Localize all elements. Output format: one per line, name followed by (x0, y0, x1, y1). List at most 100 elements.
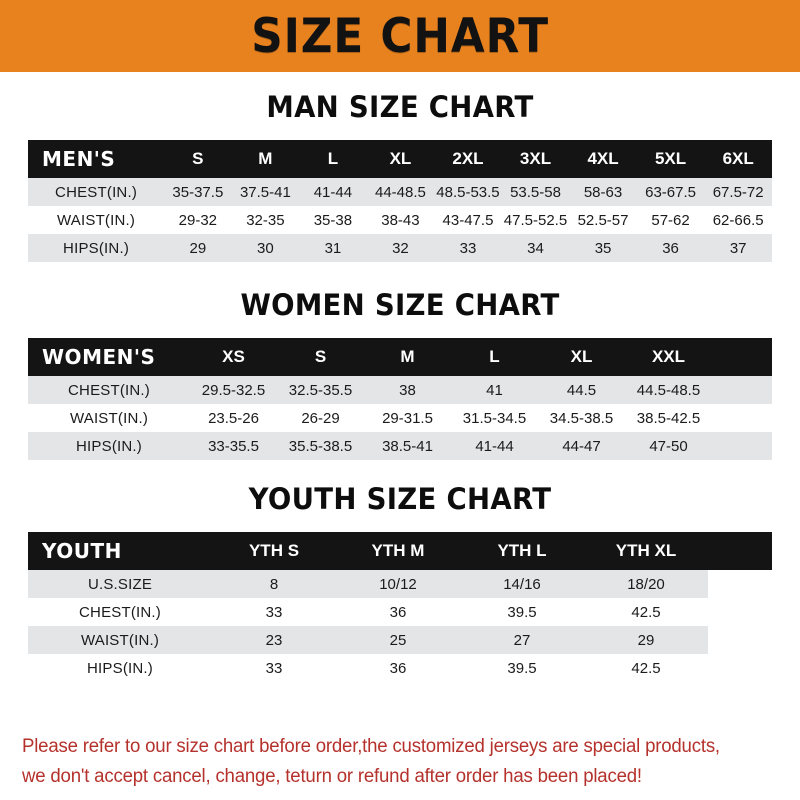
youth-waist-l: 27 (460, 626, 584, 654)
table-row: CHEST(IN.) 29.5-32.5 32.5-35.5 38 41 44.… (28, 376, 772, 404)
women-waist-m: 29-31.5 (364, 404, 451, 432)
men-chest-s: 35-37.5 (164, 178, 232, 206)
men-col-header-3xl: 3XL (501, 140, 570, 178)
table-row: HIPS(IN.) 29 30 31 32 33 34 35 36 37 (28, 234, 772, 262)
women-waist-s: 26-29 (277, 404, 364, 432)
women-waist-xl: 34.5-38.5 (538, 404, 625, 432)
men-chest-3xl: 53.5-58 (501, 178, 570, 206)
men-col-header-4xl: 4XL (569, 140, 637, 178)
women-chest-m: 38 (364, 376, 451, 404)
youth-table-header-row: YOUTH YTH S YTH M YTH L YTH XL (28, 532, 772, 570)
men-row-label-hips: HIPS(IN.) (28, 234, 165, 262)
women-hips-m: 38.5-41 (364, 432, 451, 460)
youth-hips-xl: 42.5 (584, 654, 708, 682)
youth-col-header-xl: YTH XL (584, 532, 708, 570)
men-waist-3xl: 47.5-52.5 (501, 206, 570, 234)
men-waist-5xl: 57-62 (636, 206, 705, 234)
men-chest-m: 37.5-41 (231, 178, 300, 206)
men-waist-s: 29-32 (164, 206, 232, 234)
youth-col-header-m: YTH M (336, 532, 460, 570)
youth-row-label-chest: CHEST(IN.) (28, 598, 212, 626)
men-chest-5xl: 63-67.5 (636, 178, 705, 206)
men-hips-4xl: 35 (569, 234, 637, 262)
women-row-label-waist: WAIST(IN.) (28, 404, 190, 432)
men-size-table: MEN'S S M L XL 2XL 3XL 4XL 5XL 6XL CHEST… (28, 140, 772, 262)
men-chest-2xl: 48.5-53.5 (434, 178, 502, 206)
table-row: U.S.SIZE 8 10/12 14/16 18/20 (28, 570, 772, 598)
men-col-header-6xl: 6XL (704, 140, 772, 178)
women-chest-xxl: 44.5-48.5 (625, 376, 712, 404)
men-col-header-m: M (231, 140, 300, 178)
men-waist-6xl: 62-66.5 (704, 206, 772, 234)
women-row-label-chest: CHEST(IN.) (28, 376, 190, 404)
women-hips-xxl: 47-50 (625, 432, 712, 460)
youth-hips-l: 39.5 (460, 654, 584, 682)
women-waist-pad (712, 404, 772, 432)
page-title: SIZE CHART (251, 8, 549, 64)
men-col-header-l: L (299, 140, 367, 178)
men-col-header-2xl: 2XL (434, 140, 502, 178)
men-hips-6xl: 37 (704, 234, 772, 262)
youth-size-table: YOUTH YTH S YTH M YTH L YTH XL U.S.SIZE … (28, 532, 772, 682)
men-col-header-5xl: 5XL (636, 140, 705, 178)
women-col-header-l: L (451, 338, 538, 376)
men-hips-xl: 32 (366, 234, 435, 262)
men-hips-5xl: 36 (636, 234, 705, 262)
table-row: CHEST(IN.) 33 36 39.5 42.5 (28, 598, 772, 626)
women-waist-xs: 23.5-26 (190, 404, 277, 432)
youth-ussize-xl: 18/20 (584, 570, 708, 598)
men-waist-2xl: 43-47.5 (434, 206, 502, 234)
women-col-header-xxl: XXL (625, 338, 712, 376)
women-chest-l: 41 (451, 376, 538, 404)
women-corner-label: WOMEN'S (28, 338, 190, 376)
youth-corner-label: YOUTH (28, 532, 212, 570)
men-hips-l: 31 (299, 234, 367, 262)
youth-ussize-s: 8 (212, 570, 336, 598)
youth-col-header-s: YTH S (212, 532, 336, 570)
footer-notice-line-1: Please refer to our size chart before or… (22, 736, 720, 757)
youth-section-title: YOUTH SIZE CHART (248, 482, 552, 516)
men-hips-s: 29 (164, 234, 232, 262)
women-waist-xxl: 38.5-42.5 (625, 404, 712, 432)
men-hips-2xl: 33 (434, 234, 502, 262)
women-col-header-xs: XS (190, 338, 277, 376)
men-col-header-s: S (164, 140, 232, 178)
women-size-table: WOMEN'S XS S M L XL XXL CHEST(IN.) 29.5-… (28, 338, 772, 460)
men-waist-4xl: 52.5-57 (569, 206, 637, 234)
women-hips-s: 35.5-38.5 (277, 432, 364, 460)
women-row-label-hips: HIPS(IN.) (28, 432, 190, 460)
youth-hips-s: 33 (212, 654, 336, 682)
women-waist-l: 31.5-34.5 (451, 404, 538, 432)
women-section-title: WOMEN SIZE CHART (240, 288, 560, 322)
women-hips-xs: 33-35.5 (190, 432, 277, 460)
men-col-header-xl: XL (366, 140, 435, 178)
youth-waist-xl: 29 (584, 626, 708, 654)
youth-hips-m: 36 (336, 654, 460, 682)
women-col-header-s: S (277, 338, 364, 376)
youth-row-label-waist: WAIST(IN.) (28, 626, 212, 654)
youth-row-label-us-size: U.S.SIZE (28, 570, 212, 598)
youth-chest-xl: 42.5 (584, 598, 708, 626)
table-row: HIPS(IN.) 33-35.5 35.5-38.5 38.5-41 41-4… (28, 432, 772, 460)
table-row: WAIST(IN.) 23.5-26 26-29 29-31.5 31.5-34… (28, 404, 772, 432)
youth-chest-l: 39.5 (460, 598, 584, 626)
men-row-label-waist: WAIST(IN.) (28, 206, 165, 234)
table-row: WAIST(IN.) 29-32 32-35 35-38 38-43 43-47… (28, 206, 772, 234)
men-waist-m: 32-35 (231, 206, 300, 234)
women-chest-pad (712, 376, 772, 404)
footer-notice-line-2: we don't accept cancel, change, teturn o… (22, 766, 642, 787)
youth-chest-s: 33 (212, 598, 336, 626)
youth-col-header-pad (708, 532, 772, 570)
youth-waist-m: 25 (336, 626, 460, 654)
youth-hips-pad (708, 654, 772, 682)
men-chest-6xl: 67.5-72 (704, 178, 772, 206)
men-chest-xl: 44-48.5 (366, 178, 435, 206)
women-col-header-xl: XL (538, 338, 625, 376)
men-chest-4xl: 58-63 (569, 178, 637, 206)
youth-col-header-l: YTH L (460, 532, 584, 570)
men-row-label-chest: CHEST(IN.) (28, 178, 165, 206)
youth-waist-s: 23 (212, 626, 336, 654)
men-waist-l: 35-38 (299, 206, 367, 234)
men-hips-3xl: 34 (501, 234, 570, 262)
youth-waist-pad (708, 626, 772, 654)
